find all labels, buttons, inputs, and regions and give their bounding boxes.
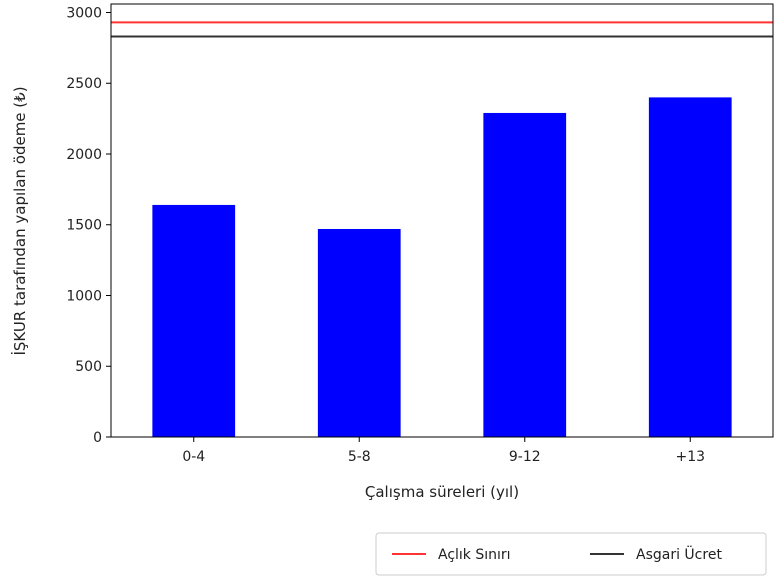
y-tick-label: 1000	[66, 288, 102, 304]
x-tick-label: 5-8	[348, 449, 371, 465]
x-tick-label: +13	[675, 449, 705, 465]
bars-group	[152, 97, 732, 438]
bar-5-8	[317, 228, 401, 437]
bar-+13	[648, 97, 732, 438]
x-tick-label: 0-4	[182, 449, 205, 465]
y-tick-label: 500	[75, 359, 102, 375]
y-tick-label: 0	[93, 430, 102, 446]
x-tick-label: 9-12	[509, 449, 541, 465]
bar-0-4	[152, 204, 236, 437]
legend: Açlık Sınırı Asgari Ücret	[375, 532, 767, 576]
y-tick-label: 2000	[66, 147, 102, 163]
legend-label-aclik-siniri: Açlık Sınırı	[438, 547, 511, 563]
y-tick-label: 3000	[66, 5, 102, 21]
y-axis-title: İŞKUR tarafından yapılan ödeme (₺)	[10, 86, 29, 355]
plot-frame	[110, 3, 774, 438]
x-axis-ticks: 0-4 5-8 9-12 +13	[182, 437, 705, 465]
reference-lines-group	[111, 21, 773, 38]
bar-9-12	[483, 112, 567, 437]
x-axis-title: Çalışma süreleri (yıl)	[365, 483, 519, 501]
y-axis-ticks: 0 500 1000 1500 2000 2500 3000	[66, 5, 111, 446]
y-tick-label: 1500	[66, 218, 102, 234]
legend-label-asgari-ucret: Asgari Ücret	[636, 545, 722, 563]
y-tick-label: 2500	[66, 76, 102, 92]
legend-box	[375, 532, 767, 576]
